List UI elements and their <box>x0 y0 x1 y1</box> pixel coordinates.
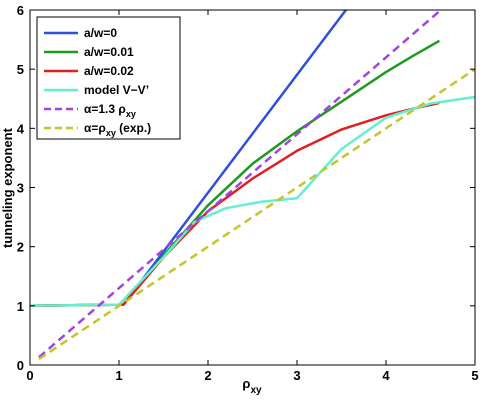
legend-label-main-3: model V−V’ <box>84 83 149 97</box>
y-tick-label-4: 4 <box>17 121 25 136</box>
x-tick-label-1: 1 <box>115 368 122 383</box>
legend-box <box>36 16 181 140</box>
y-tick-label-2: 2 <box>17 240 24 255</box>
x-axis-label: ρxy <box>242 376 262 396</box>
legend-label-main-4: α=1.3 ρ <box>84 102 126 116</box>
series-line-2 <box>30 101 440 308</box>
x-tick-label-0: 0 <box>26 368 33 383</box>
x-tick-label-3: 3 <box>293 368 300 383</box>
y-tick-label-3: 3 <box>17 181 24 196</box>
legend-label-sub-5: xy <box>106 128 116 138</box>
series-line-4 <box>38 10 441 359</box>
legend-label-5: α=ρxy (exp.) <box>84 121 151 138</box>
legend-label-main-5: α=ρ <box>84 121 106 135</box>
y-tick-label-6: 6 <box>17 3 24 18</box>
legend-label-4: α=1.3 ρxy <box>84 102 136 119</box>
legend-label-0: a/w=0 <box>84 26 117 40</box>
legend-label-3: model V−V’ <box>84 83 149 97</box>
legend-label-1: a/w=0.01 <box>84 45 134 59</box>
series-line-5 <box>38 68 475 361</box>
legend-label-2: a/w=0.02 <box>84 64 134 78</box>
x-tick-label-5: 5 <box>471 368 478 383</box>
y-tick-label-0: 0 <box>17 358 24 373</box>
legend-label-suffix-5: (exp.) <box>116 121 151 135</box>
y-tick-label-1: 1 <box>17 299 24 314</box>
y-axis-label: tunneling exponent <box>0 127 15 248</box>
series-line-3 <box>30 95 475 308</box>
x-tick-label-2: 2 <box>204 368 211 383</box>
y-tick-label-5: 5 <box>17 62 24 77</box>
series-layer <box>30 10 475 361</box>
x-axis-label-main: ρ <box>242 376 250 391</box>
legend-label-main-2: a/w=0.02 <box>84 64 134 78</box>
x-axis-label-sub: xy <box>250 385 262 396</box>
legend-label-main-0: a/w=0 <box>84 26 117 40</box>
legend-label-main-1: a/w=0.01 <box>84 45 134 59</box>
x-tick-label-4: 4 <box>382 368 390 383</box>
ticks-layer: 0 1 2 3 4 5 0 1 2 3 4 5 6 <box>17 3 479 383</box>
legend-label-sub-4: xy <box>126 109 136 119</box>
